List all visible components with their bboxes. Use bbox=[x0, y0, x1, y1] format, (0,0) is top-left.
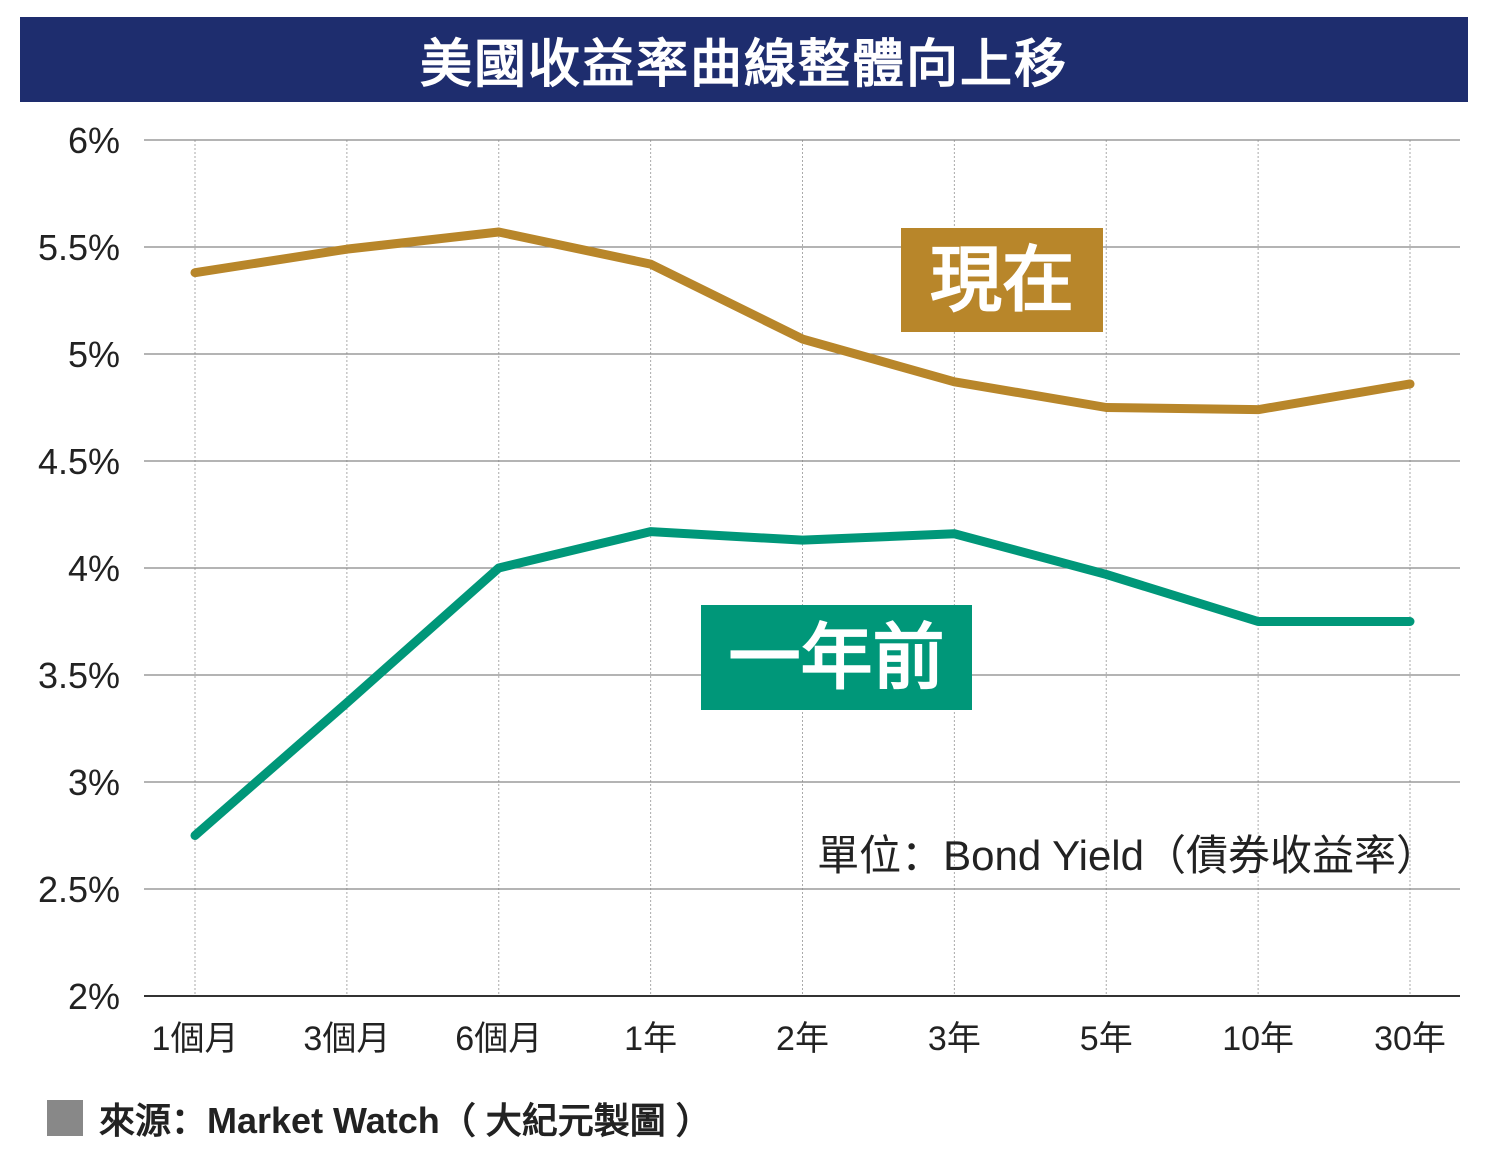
y-tick-label: 3.5% bbox=[38, 655, 120, 696]
x-tick-label: 3個月 bbox=[303, 1020, 390, 1058]
x-tick-label: 2年 bbox=[776, 1020, 829, 1058]
x-tick-label: 6個月 bbox=[455, 1020, 542, 1058]
y-tick-label: 4% bbox=[68, 548, 120, 589]
y-tick-label: 2.5% bbox=[38, 869, 120, 910]
y-tick-label: 5.5% bbox=[38, 227, 120, 268]
x-tick-label: 30年 bbox=[1374, 1020, 1446, 1058]
chart-title: 美國收益率曲線整體向上移 bbox=[20, 17, 1468, 102]
y-tick-label: 3% bbox=[68, 762, 120, 803]
legend-label: 現在 bbox=[930, 241, 1074, 321]
x-tick-label: 10年 bbox=[1222, 1020, 1294, 1058]
source-note: 來源：Market Watch（ 大紀元製圖 ） bbox=[47, 1092, 712, 1144]
y-tick-label: 2% bbox=[68, 976, 120, 1017]
legend-box bbox=[701, 605, 972, 710]
unit-note: 單位：Bond Yield（債券收益率） bbox=[817, 832, 1438, 879]
y-tick-label: 4.5% bbox=[38, 441, 120, 482]
x-tick-label: 1年 bbox=[624, 1020, 677, 1058]
legend-box bbox=[901, 228, 1103, 332]
legend-label: 一年前 bbox=[728, 619, 944, 699]
source-square-icon bbox=[47, 1100, 83, 1136]
x-tick-label: 3年 bbox=[928, 1020, 981, 1058]
y-tick-label: 6% bbox=[68, 120, 120, 161]
x-tick-label: 1個月 bbox=[152, 1020, 239, 1058]
source-text: 來源：Market Watch（ 大紀元製圖 ） bbox=[99, 1100, 712, 1141]
y-tick-label: 5% bbox=[68, 334, 120, 375]
x-tick-label: 5年 bbox=[1080, 1020, 1133, 1058]
